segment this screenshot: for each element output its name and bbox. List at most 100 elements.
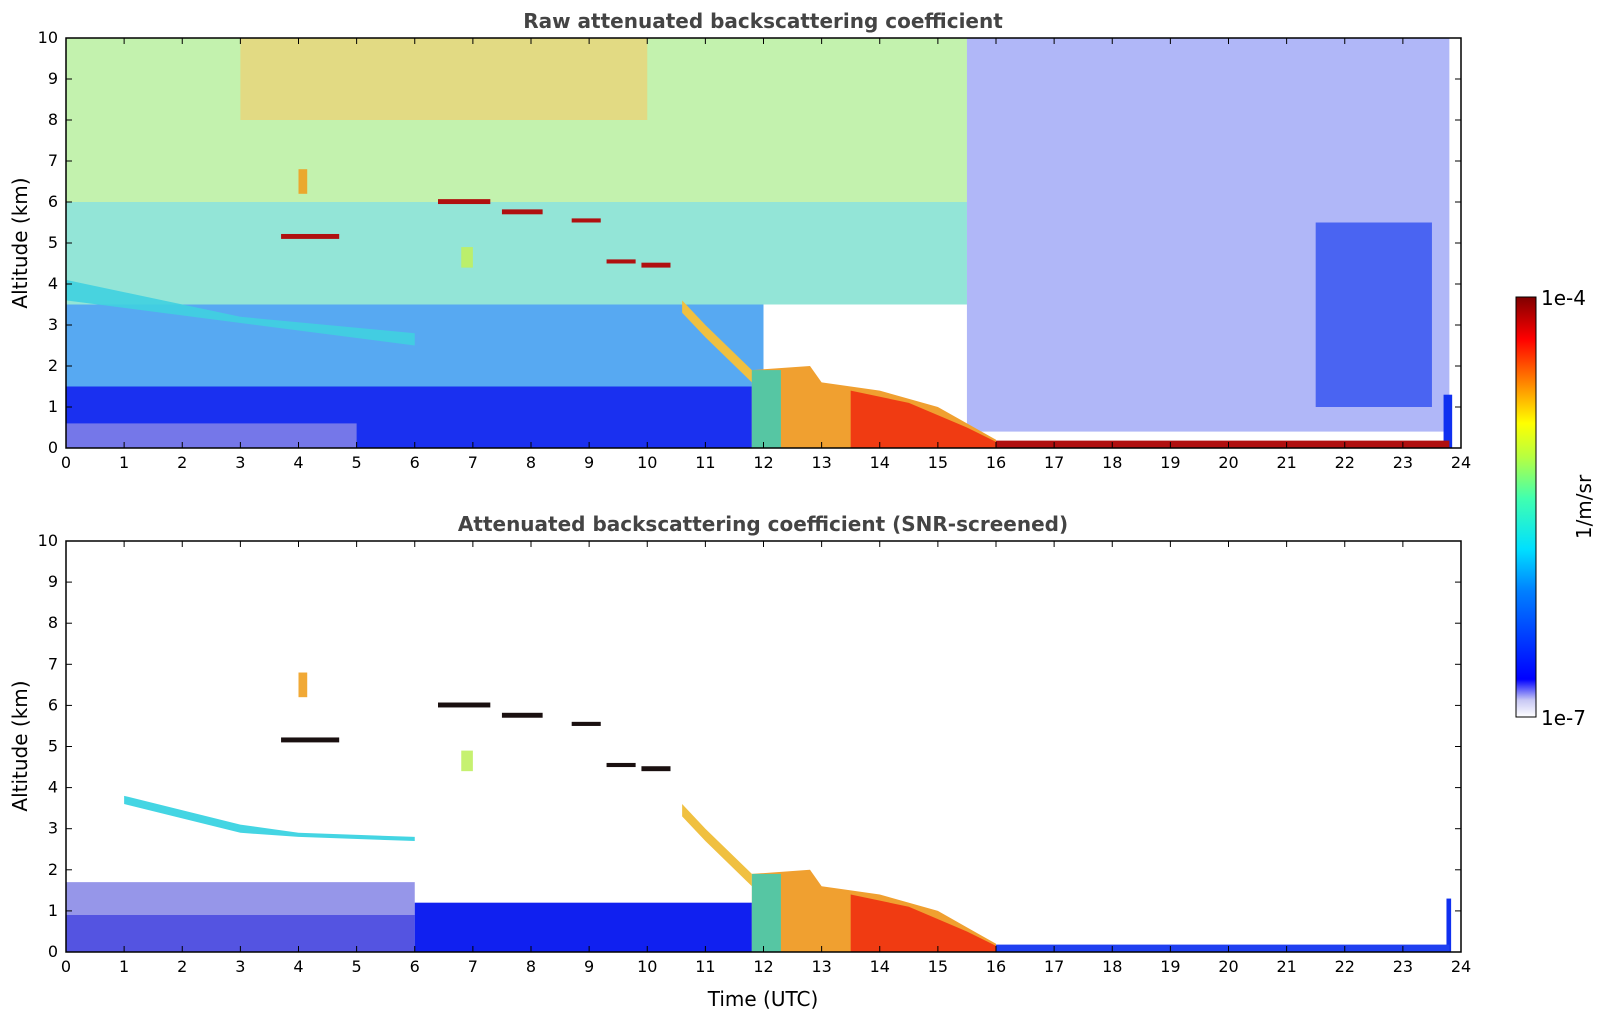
y-tick-label: 1 xyxy=(48,397,58,416)
y-tick-label: 9 xyxy=(48,572,58,591)
cloud-streak xyxy=(501,209,543,215)
x-tick-label: 9 xyxy=(584,453,594,472)
x-tick-label: 24 xyxy=(1451,453,1471,472)
x-tick-label: 21 xyxy=(1276,453,1296,472)
x-tick-label: 2 xyxy=(177,453,187,472)
x-tick-label: 3 xyxy=(235,957,245,976)
x-tick-label: 6 xyxy=(410,453,420,472)
x-tick-label: 6 xyxy=(410,957,420,976)
y-tick-label: 8 xyxy=(48,613,58,632)
x-tick-label: 1 xyxy=(119,453,129,472)
x-tick-label: 7 xyxy=(468,957,478,976)
panel1-ylabel: Altitude (km) xyxy=(8,177,32,308)
aerosol-layer xyxy=(66,279,415,346)
x-tick-label: 9 xyxy=(584,957,594,976)
x-tick-label: 11 xyxy=(695,453,715,472)
boundary-layer-blue xyxy=(414,902,752,952)
panel-screened: Attenuated backscattering coefficient (S… xyxy=(8,512,1471,1011)
y-tick-label: 5 xyxy=(48,233,58,252)
x-tick-label: 8 xyxy=(526,453,536,472)
x-tick-label: 22 xyxy=(1335,957,1355,976)
x-tick-label: 12 xyxy=(753,957,773,976)
x-tick-label: 22 xyxy=(1335,453,1355,472)
cloud-streak xyxy=(571,218,601,223)
cloud-patch xyxy=(298,672,308,698)
x-tick-label: 18 xyxy=(1102,957,1122,976)
colorbar-min-label: 1e-7 xyxy=(1541,706,1586,730)
x-tick-label: 16 xyxy=(986,957,1006,976)
x-tick-label: 8 xyxy=(526,957,536,976)
y-tick-label: 4 xyxy=(48,778,58,797)
y-tick-label: 9 xyxy=(48,69,58,88)
x-tick-label: 4 xyxy=(293,957,303,976)
x-tick-label: 1 xyxy=(119,957,129,976)
colorbar-label: 1/m/sr xyxy=(1572,474,1596,539)
y-tick-label: 6 xyxy=(48,695,58,714)
noise-mid xyxy=(66,202,967,305)
x-tick-label: 12 xyxy=(753,453,773,472)
x-tick-label: 0 xyxy=(61,957,71,976)
x-tick-label: 14 xyxy=(870,957,890,976)
cloud-streak xyxy=(501,712,543,718)
x-tick-label: 2 xyxy=(177,957,187,976)
x-tick-label: 5 xyxy=(352,453,362,472)
cloud-streak xyxy=(281,233,340,239)
x-tick-label: 21 xyxy=(1276,957,1296,976)
surface-layer xyxy=(996,440,1450,448)
y-tick-label: 4 xyxy=(48,274,58,293)
y-tick-label: 5 xyxy=(48,737,58,756)
cloud-streak xyxy=(641,262,671,268)
panel2-heatmap xyxy=(66,672,1452,952)
x-tick-label: 15 xyxy=(928,957,948,976)
x-tick-label: 0 xyxy=(61,453,71,472)
descending-layer xyxy=(682,300,752,383)
surface-lilac xyxy=(66,423,357,448)
y-tick-label: 1 xyxy=(48,901,58,920)
panel2-title: Attenuated backscattering coefficient (S… xyxy=(458,512,1068,536)
boundary-layer-dark xyxy=(66,915,415,952)
cloud-streak xyxy=(606,259,636,264)
y-tick-label: 3 xyxy=(48,819,58,838)
y-tick-label: 7 xyxy=(48,654,58,673)
y-tick-label: 3 xyxy=(48,315,58,334)
x-tick-label: 7 xyxy=(468,453,478,472)
y-tick-label: 10 xyxy=(38,28,58,47)
convective-layer-core xyxy=(850,894,996,952)
cloud-streak xyxy=(571,721,601,726)
y-tick-label: 7 xyxy=(48,151,58,170)
x-tick-label: 19 xyxy=(1160,453,1180,472)
x-tick-label: 3 xyxy=(235,453,245,472)
cloud-streak xyxy=(641,766,671,772)
y-tick-label: 8 xyxy=(48,110,58,129)
cloud-patch xyxy=(461,750,473,772)
colorbar-gradient xyxy=(1515,296,1537,718)
x-tick-label: 20 xyxy=(1218,957,1238,976)
panel1-x-ticks: 0 1 2 3 4 5 6 7 8 9 10 11 12 13 14 15 16 17 18 19 20 21 22 23 24 xyxy=(61,38,1471,472)
cloud-streak xyxy=(606,762,636,768)
x-tick-label: 17 xyxy=(1044,957,1064,976)
colorbar: 1e-4 1e-7 1/m/sr xyxy=(1515,286,1596,730)
cloud-patch xyxy=(298,169,308,194)
panel1-heatmap xyxy=(66,38,1461,448)
convective-cyan xyxy=(751,370,781,448)
x-tick-label: 13 xyxy=(811,957,831,976)
cloud-streak xyxy=(438,199,491,205)
x-tick-label: 11 xyxy=(695,957,715,976)
panel2-x-ticks: 0 1 2 3 4 5 6 7 8 9 10 11 12 13 14 15 16 17 18 19 20 21 22 23 24 xyxy=(61,541,1471,976)
x-tick-label: 19 xyxy=(1160,957,1180,976)
panel2-xlabel: Time (UTC) xyxy=(707,987,819,1011)
x-tick-label: 24 xyxy=(1451,957,1471,976)
x-tick-label: 10 xyxy=(637,453,657,472)
y-tick-label: 0 xyxy=(48,438,58,457)
right-edge-column xyxy=(1443,394,1453,448)
noise-night-dense xyxy=(1315,222,1432,407)
x-tick-label: 4 xyxy=(293,453,303,472)
panel1-title: Raw attenuated backscattering coefficien… xyxy=(523,9,1003,33)
panel-raw: Raw attenuated backscattering coefficien… xyxy=(8,9,1471,472)
x-tick-label: 18 xyxy=(1102,453,1122,472)
colorbar-max-label: 1e-4 xyxy=(1541,286,1586,310)
cloud-streak xyxy=(281,737,340,743)
x-tick-label: 14 xyxy=(870,453,890,472)
cloud-patch xyxy=(461,247,473,268)
